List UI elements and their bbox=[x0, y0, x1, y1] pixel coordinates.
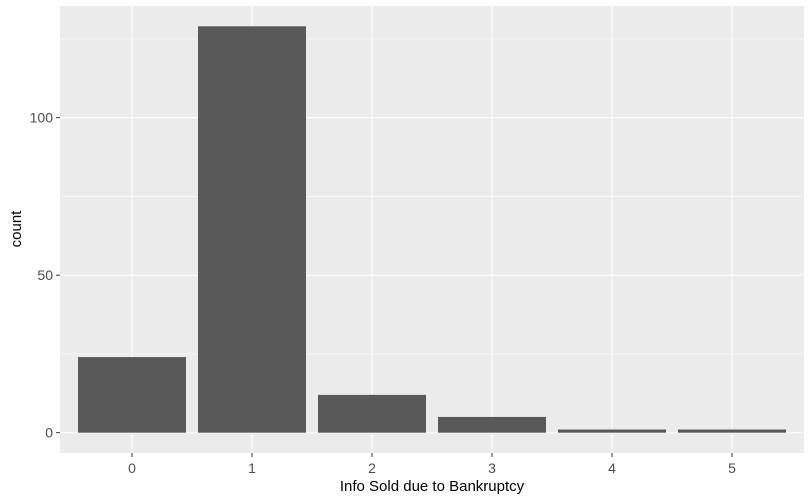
bar-4 bbox=[558, 429, 666, 433]
x-tick-label: 0 bbox=[128, 460, 136, 476]
x-tick-label: 3 bbox=[488, 460, 496, 476]
x-tick-label: 5 bbox=[728, 460, 736, 476]
bars bbox=[78, 26, 786, 433]
y-axis: 0 50 100 bbox=[30, 110, 60, 441]
x-tick-label: 2 bbox=[368, 460, 376, 476]
y-axis-title: count bbox=[8, 210, 25, 248]
y-tick-label: 100 bbox=[30, 110, 54, 126]
x-axis-title: Info Sold due to Bankruptcy bbox=[340, 478, 525, 495]
bar-2 bbox=[318, 394, 426, 433]
bar-5 bbox=[678, 429, 786, 433]
y-tick-label: 50 bbox=[37, 267, 53, 283]
minor-gridlines bbox=[60, 38, 804, 355]
y-tick-label: 0 bbox=[45, 425, 53, 441]
bar-1 bbox=[198, 26, 306, 433]
bar-0 bbox=[78, 357, 186, 433]
x-axis: 0 1 2 3 4 5 bbox=[128, 453, 736, 476]
x-tick-label: 1 bbox=[248, 460, 256, 476]
x-tick-label: 4 bbox=[608, 460, 616, 476]
bar-3 bbox=[438, 416, 546, 433]
